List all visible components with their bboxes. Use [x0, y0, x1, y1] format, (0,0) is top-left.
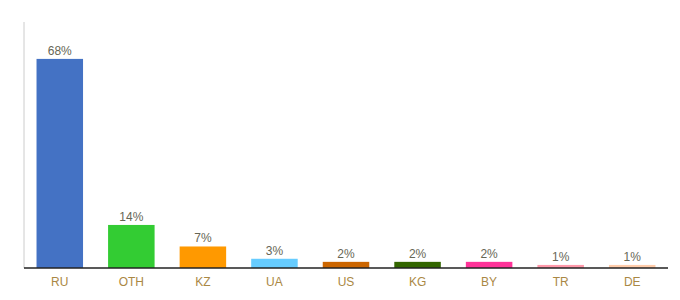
bar	[108, 225, 155, 268]
data-label: 1%	[552, 250, 570, 264]
x-tick-label: TR	[553, 275, 569, 289]
x-tick-label: DE	[624, 275, 641, 289]
bar	[251, 259, 298, 268]
x-tick-label: KZ	[195, 275, 210, 289]
bar	[394, 262, 441, 268]
data-label: 2%	[409, 247, 427, 261]
bar	[466, 262, 513, 268]
x-tick-label: UA	[266, 275, 283, 289]
x-tick-label: US	[338, 275, 355, 289]
bar	[323, 262, 370, 268]
data-label: 2%	[480, 247, 498, 261]
chart-container: 68% 14% 7% 3% 2% 2% 2% 1% 1% RU OTH KZ UA US KG BY TR DE	[0, 0, 680, 300]
x-axis-line	[24, 267, 668, 269]
bars	[37, 59, 656, 268]
bar	[180, 246, 227, 268]
y-axis-line	[24, 22, 25, 268]
data-label: 2%	[337, 247, 355, 261]
bar	[37, 59, 84, 268]
data-label: 3%	[266, 244, 284, 258]
x-tick-label: BY	[481, 275, 497, 289]
chart-svg: 68% 14% 7% 3% 2% 2% 2% 1% 1% RU OTH KZ UA US KG BY TR DE	[0, 0, 680, 300]
x-tick-label: OTH	[119, 275, 144, 289]
x-tick-label: KG	[409, 275, 426, 289]
data-label: 7%	[194, 231, 212, 245]
data-label: 14%	[119, 210, 143, 224]
data-label: 68%	[48, 44, 72, 58]
x-tick-label: RU	[51, 275, 68, 289]
data-label: 1%	[624, 250, 642, 264]
